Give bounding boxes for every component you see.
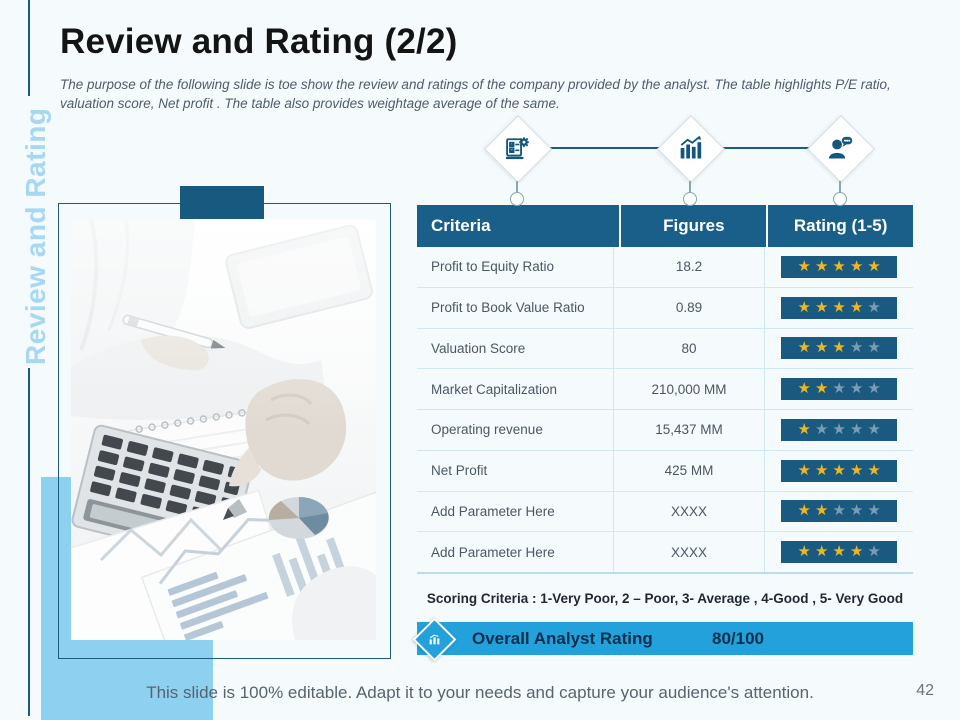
navy-accent-rectangle [180, 186, 264, 219]
stars-filled: ★★★ [797, 339, 850, 357]
criteria-cell: Profit to Book Value Ratio [431, 300, 585, 316]
star-rating: ★★★★★ [781, 255, 898, 278]
stars-empty: ★ [867, 298, 885, 316]
left-divider-top [28, 0, 30, 96]
analyst-desk-photo [71, 220, 376, 640]
star-rating: ★★★★★ [781, 296, 898, 319]
connector-stem [839, 181, 841, 193]
rating-cell: ★★★★★ [765, 459, 913, 482]
criteria-cell: Valuation Score [431, 340, 526, 356]
star-rating: ★★★★★ [781, 541, 898, 564]
rating-cell: ★★★★★ [765, 255, 913, 278]
figure-cell: 425 MM [612, 450, 766, 491]
stars-filled: ★★★★ [797, 543, 868, 561]
table-body: Profit to Equity Ratio 18.2 ★★★★★ Profit to… [417, 247, 913, 574]
header-rating: Rating (1-5) [768, 205, 914, 247]
star-rating: ★★★★★ [781, 500, 898, 523]
header-figures: Figures [621, 205, 769, 247]
person-comment-icon [824, 132, 856, 164]
stars-filled: ★★★★ [797, 298, 868, 316]
stars-empty: ★★★★ [814, 420, 885, 438]
table-header-row: Criteria Figures Rating (1-5) [417, 205, 914, 247]
connector-node [510, 192, 524, 206]
table-row: Net Profit 425 MM ★★★★★ [417, 450, 913, 492]
page-number: 42 [916, 682, 934, 699]
criteria-cell: Add Parameter Here [431, 503, 555, 519]
connector-stem [689, 181, 691, 193]
figure-cell: 210,000 MM [612, 369, 766, 409]
figure-cell: XXXX [612, 532, 766, 572]
star-rating: ★★★★★ [781, 378, 898, 401]
criteria-cell: Operating revenue [431, 422, 543, 438]
page-subtitle: The purpose of the following slide is to… [60, 77, 891, 111]
stars-empty: ★ [867, 543, 885, 561]
figure-cell: 0.89 [612, 287, 766, 328]
page-title: Review and Rating (2/2) [60, 22, 458, 61]
connector-stem [516, 181, 518, 193]
checklist-gear-icon [501, 132, 533, 164]
table-row: Market Capitalization 210,000 MM ★★ ★★★ [417, 369, 913, 410]
figure-cell: 15,437 MM [612, 410, 766, 450]
rating-badge-icon [424, 629, 445, 650]
criteria-cell: Market Capitalization [431, 381, 558, 397]
scoring-criteria-note: Scoring Criteria : 1-Very Poor, 2 – Poor… [426, 591, 904, 606]
star-rating: ★★★★★ [781, 459, 898, 482]
criteria-cell: Profit to Equity Ratio [431, 259, 555, 275]
rating-cell: ★★★★★ [765, 500, 913, 523]
overall-rating-label: Overall Analyst Rating [472, 629, 653, 648]
rating-cell: ★★★★★ [765, 296, 913, 319]
figure-cell: 80 [612, 328, 766, 369]
side-vertical-label: Review and Rating [20, 107, 51, 365]
overall-rating-bar: Overall Analyst Rating 80/100 [417, 622, 913, 655]
stars-empty: ★★★ [832, 380, 885, 398]
table-row: Add Parameter Here XXXX ★★★★★ [417, 532, 913, 572]
stars-filled: ★★ [797, 502, 833, 520]
overall-rating-value: 80/100 [712, 629, 764, 648]
table-row: Add Parameter Here XXXX ★★★★★ [417, 491, 913, 533]
stars-empty: ★★ [849, 339, 885, 357]
criteria-cell: Net Profit [431, 463, 488, 479]
table-row: Valuation Score 80 ★★★ ★★ [417, 328, 913, 370]
stars-filled: ★ [797, 420, 815, 438]
connector-node [683, 192, 697, 206]
star-rating: ★★★★★ [781, 418, 898, 441]
stars-filled: ★★★★★ [797, 257, 885, 275]
table-row: Profit to Book Value Ratio 0.89 ★★★★ ★ [417, 287, 913, 329]
table-row: Profit to Equity Ratio 18.2 ★★★★★ [417, 247, 913, 288]
header-criteria: Criteria [417, 205, 622, 247]
footer-note: This slide is 100% editable. Adapt it to… [146, 683, 814, 702]
rating-cell: ★★★★★ [765, 378, 913, 401]
connector-node [833, 192, 847, 206]
table-row: Operating revenue 15,437 MM ★ ★★★★ [417, 410, 913, 451]
rating-cell: ★★★★★ [765, 541, 913, 564]
stars-filled: ★★ [797, 380, 833, 398]
stars-filled: ★★★★★ [797, 461, 885, 479]
stars-empty: ★★★ [832, 502, 885, 520]
criteria-cell: Add Parameter Here [431, 544, 555, 560]
left-divider-bottom [28, 368, 30, 716]
bar-chart-icon [674, 132, 706, 164]
rating-cell: ★★★★★ [765, 337, 913, 360]
star-rating: ★★★★★ [781, 337, 898, 360]
figure-cell: XXXX [612, 491, 766, 532]
figure-cell: 18.2 [612, 247, 766, 287]
rating-cell: ★★★★★ [765, 418, 913, 441]
